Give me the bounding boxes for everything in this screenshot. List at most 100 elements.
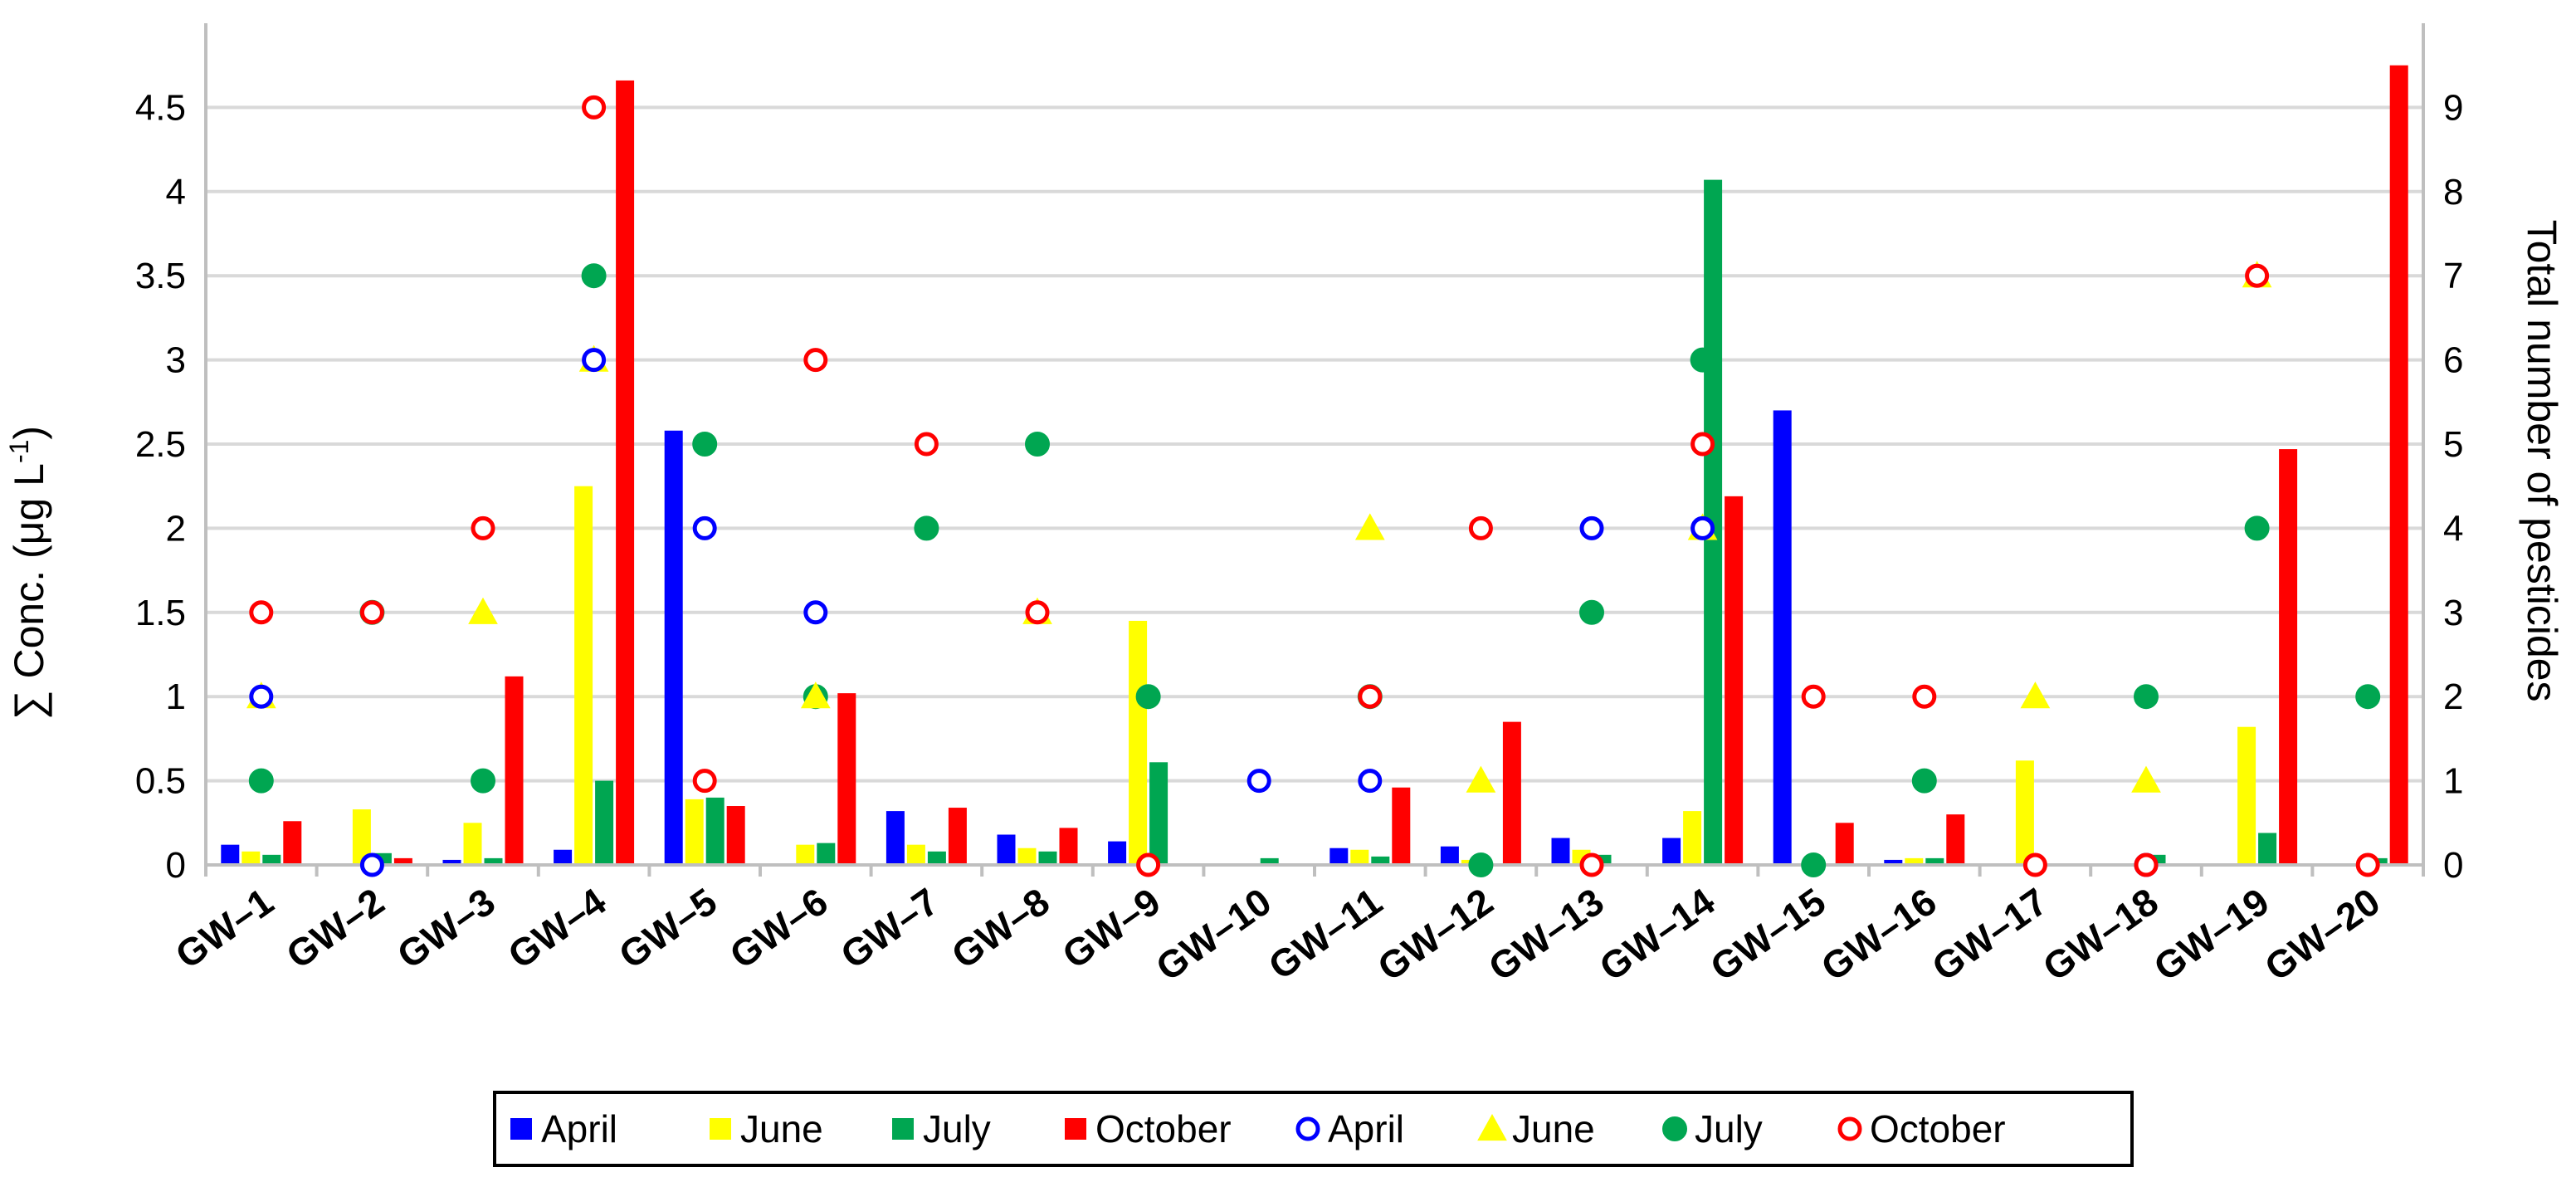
y-axis-title: ∑ Conc. (μg L-1) <box>4 426 52 720</box>
y2-tick-label: 2 <box>2443 677 2463 717</box>
bar-october <box>283 821 302 865</box>
marker-april <box>1579 515 1604 540</box>
legend-label: June <box>1512 1107 1595 1150</box>
bar-april <box>997 834 1016 865</box>
bar-july <box>595 780 614 865</box>
marker-october <box>1025 600 1050 625</box>
y-tick-label: 1 <box>166 677 186 717</box>
bar-october <box>2389 65 2408 865</box>
legend-swatch <box>710 1118 731 1140</box>
marker-october <box>2355 852 2380 877</box>
legend-swatch <box>892 1118 914 1140</box>
marker-april <box>803 600 828 625</box>
x-tick-label: GW–2 <box>279 880 393 977</box>
x-tick-label: GW–5 <box>611 880 724 977</box>
bar-june <box>1129 620 1148 865</box>
bar-july <box>2258 833 2277 865</box>
marker-july <box>1135 684 1161 710</box>
legend-label: April <box>541 1107 617 1150</box>
x-tick-label: GW–20 <box>2256 880 2388 989</box>
legend: April June July October April June July October <box>493 1091 2134 1167</box>
marker-april <box>1690 515 1715 540</box>
bar-april <box>886 811 905 865</box>
y-tick-label: 1.5 <box>135 593 186 633</box>
y-tick-label: 3.5 <box>135 256 186 296</box>
marker-july <box>2244 515 2270 541</box>
x-tick-label: GW–16 <box>1813 880 1944 989</box>
bar-october <box>1946 814 1965 865</box>
marker-june <box>2131 765 2161 793</box>
bar-june <box>2237 726 2256 865</box>
marker-june <box>2020 681 2051 709</box>
legend-swatch <box>1662 1116 1687 1141</box>
x-tick-label: GW–18 <box>2035 880 2166 989</box>
grid-layer <box>206 105 2423 783</box>
marker-october <box>2022 852 2047 877</box>
x-tick-label: GW–1 <box>168 880 281 977</box>
x-tick-label: GW–11 <box>1261 880 1390 989</box>
bar-april <box>221 844 240 865</box>
y-tick-label: 2.5 <box>135 424 186 465</box>
marker-july <box>2134 684 2159 710</box>
bar-april <box>1440 846 1459 865</box>
marker-october <box>582 95 607 120</box>
y-tick-label: 0.5 <box>135 761 186 802</box>
marker-july <box>1911 768 1937 794</box>
bar-october <box>948 808 967 865</box>
legend-swatch <box>510 1118 532 1140</box>
marker-april <box>692 515 717 540</box>
bar-october <box>505 676 524 865</box>
y-axis-title-close: ) <box>6 426 52 440</box>
bar-october <box>1835 823 1854 865</box>
bar-july <box>1260 857 1279 865</box>
x-tick-label: GW–14 <box>1592 879 1723 989</box>
bar-april <box>1329 848 1349 865</box>
bar-october <box>2279 449 2298 865</box>
marker-july <box>1690 347 1715 373</box>
bar-july <box>1371 856 1390 865</box>
x-tick-label: GW–6 <box>722 880 836 977</box>
bar-october <box>1392 787 1411 865</box>
marker-october <box>692 769 717 794</box>
y-axis-title-text: ∑ Conc. (μg L <box>6 463 52 720</box>
x-tick-label: GW–9 <box>1055 880 1168 977</box>
y2-tick-label: 5 <box>2443 424 2463 465</box>
marker-october <box>1690 432 1715 457</box>
marker-july <box>1468 852 1494 877</box>
marker-july <box>692 432 718 457</box>
marker-july <box>1025 432 1050 457</box>
bar-june <box>574 486 593 865</box>
y2-tick-label: 1 <box>2443 761 2463 802</box>
marker-june <box>1354 513 1385 540</box>
legend-swatch <box>1477 1113 1507 1141</box>
bar-april <box>664 430 683 865</box>
bar-july <box>262 854 281 865</box>
y2-tick-label: 0 <box>2443 845 2463 886</box>
legend-swatch <box>1065 1118 1086 1140</box>
marker-july <box>248 768 274 794</box>
x-tick-label: GW–7 <box>833 880 947 977</box>
bar-june <box>796 844 815 865</box>
y2-tick-label: 6 <box>2443 340 2463 381</box>
bar-october <box>726 806 745 865</box>
bar-july <box>1038 851 1057 865</box>
y-tick-label: 2 <box>166 508 186 549</box>
bar-june <box>1017 848 1037 865</box>
marker-october <box>359 600 384 625</box>
x-tick-label: GW–8 <box>944 880 1057 977</box>
y2-tick-label: 9 <box>2443 87 2463 128</box>
legend-label: October <box>1095 1107 1232 1150</box>
bar-july <box>817 843 836 865</box>
y2-tick-label: 7 <box>2443 256 2463 296</box>
marker-july <box>1801 852 1827 877</box>
bar-july <box>484 857 503 865</box>
marker-june <box>468 597 498 624</box>
axes-layer <box>204 23 2425 877</box>
x-tick-label: GW–17 <box>1925 880 2056 989</box>
y-tick-label: 4 <box>166 172 186 212</box>
bar-october <box>616 80 635 865</box>
marker-october <box>1579 852 1604 877</box>
bar-june <box>463 823 482 865</box>
marker-april <box>1358 769 1383 794</box>
